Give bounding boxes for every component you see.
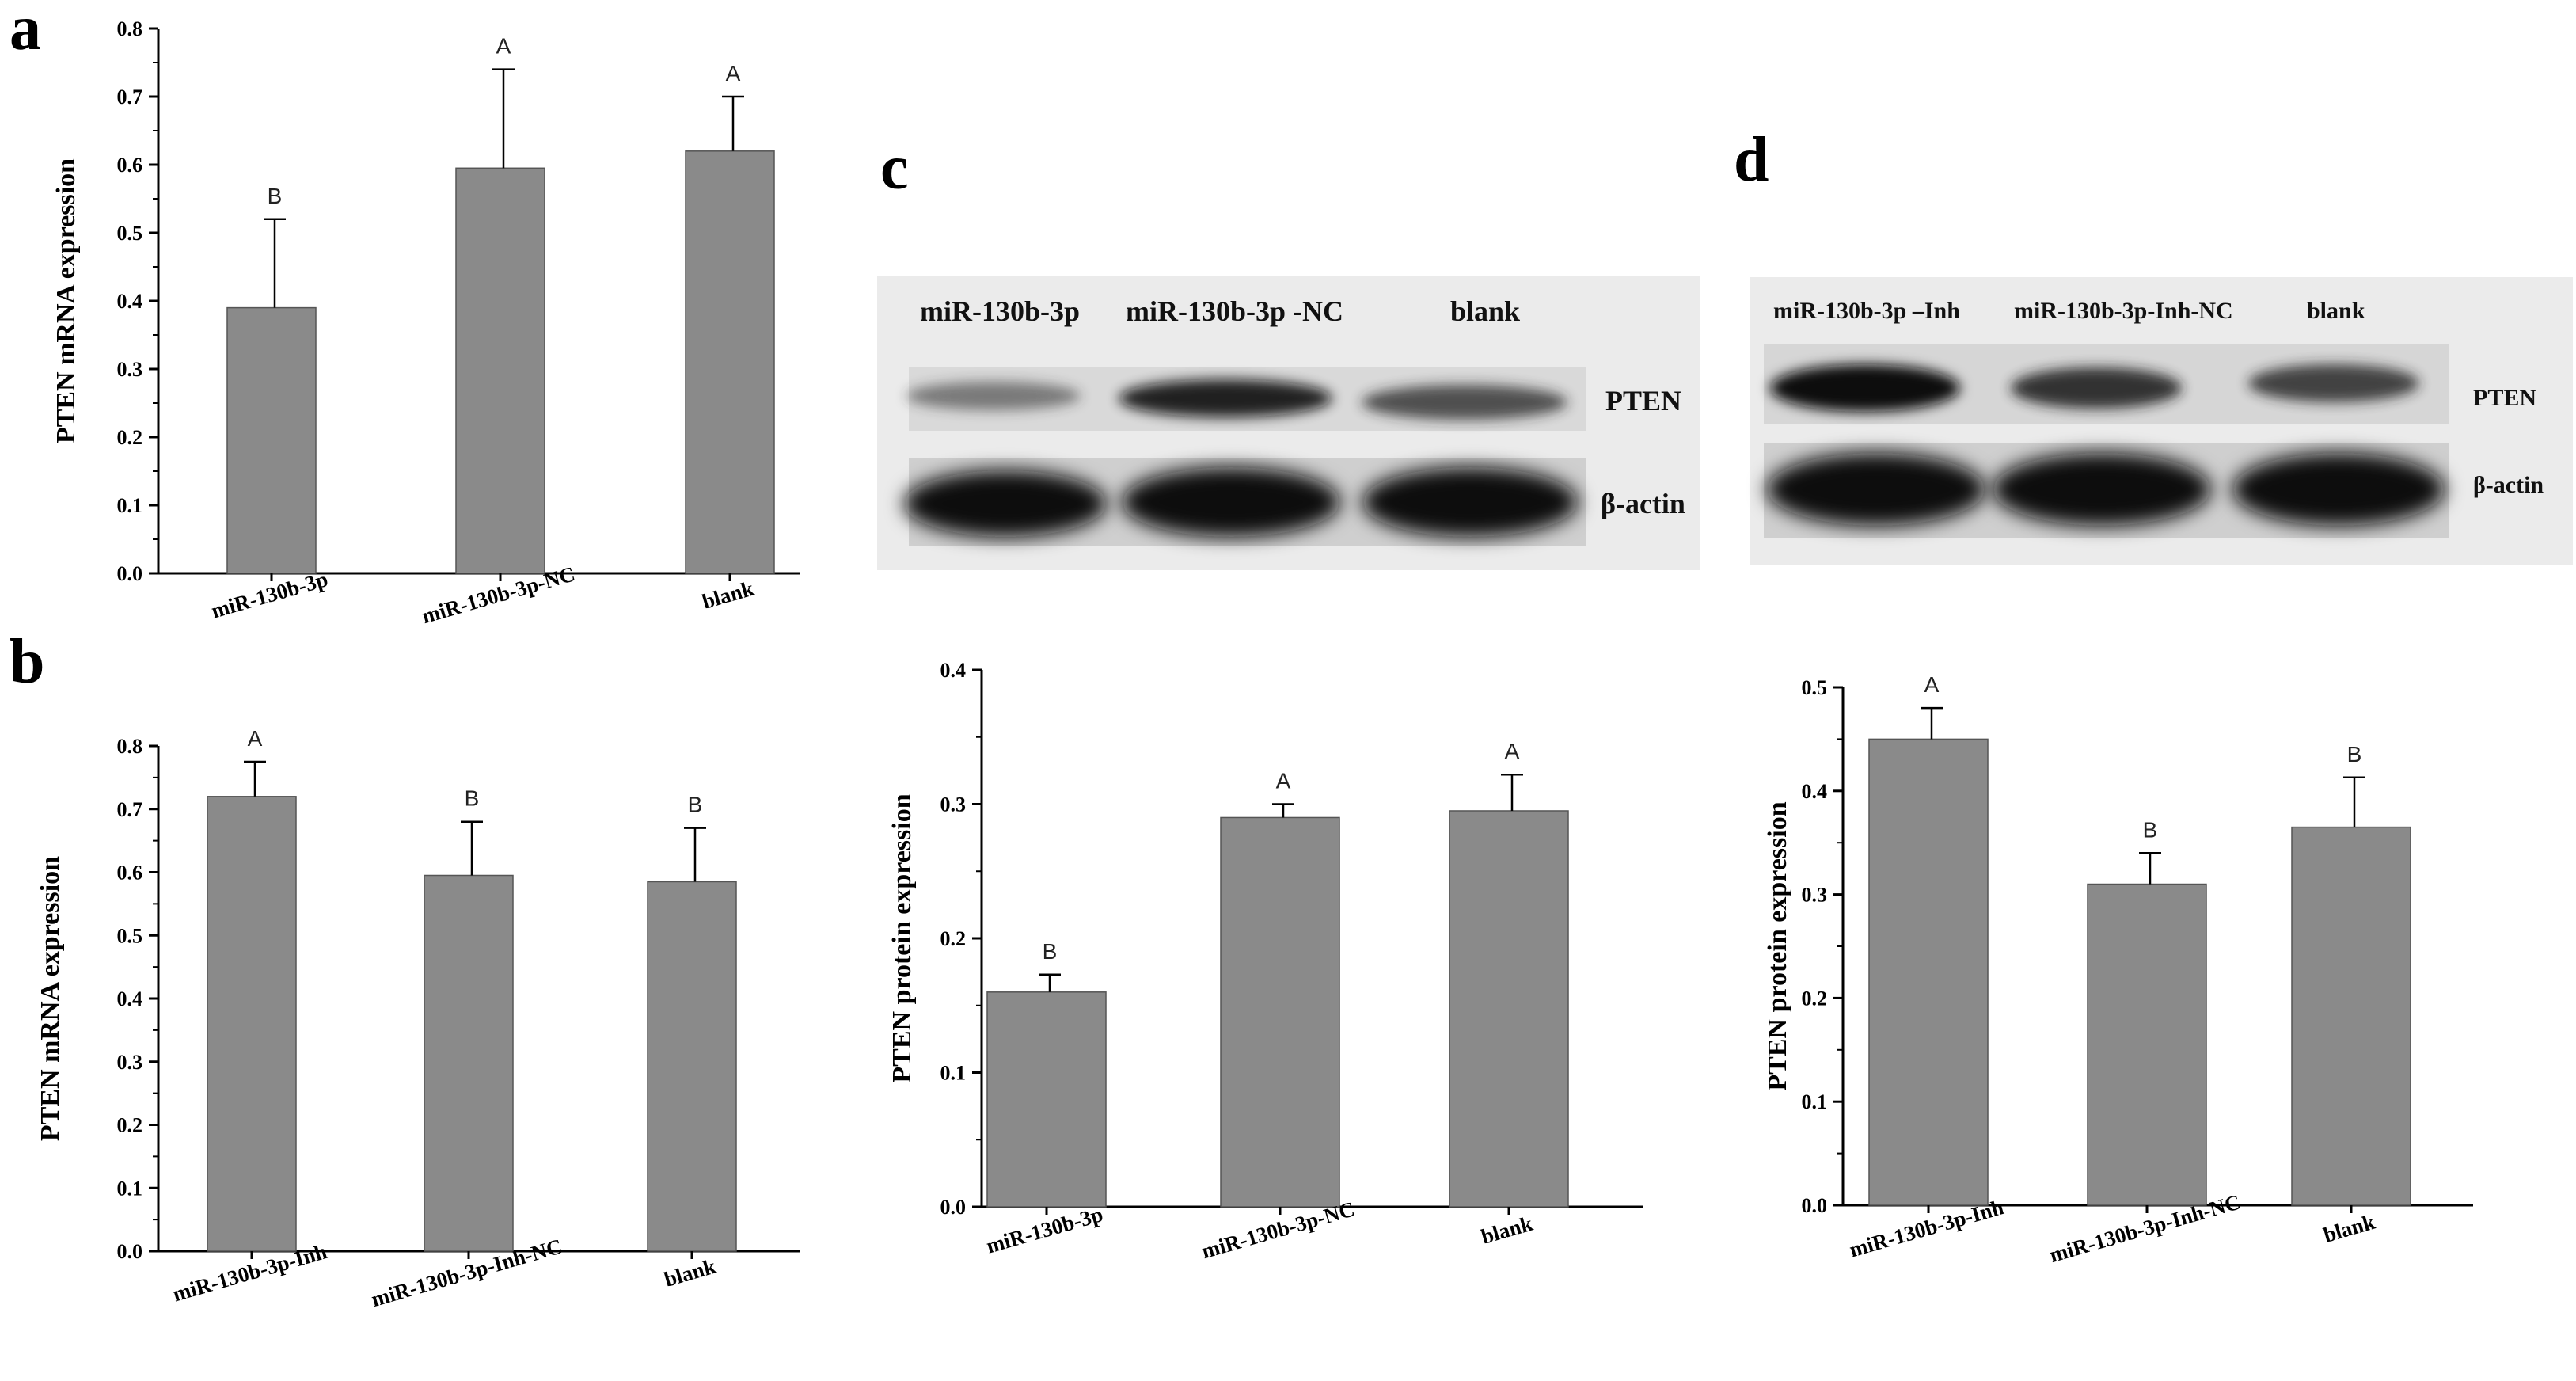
category-label: blank [700,576,757,614]
significance-label: A [726,61,741,86]
y-tick-label: 0.8 [117,735,143,758]
y-tick-label: 0.4 [117,987,143,1010]
blot-d-row-label-actin: β-actin [2473,472,2544,498]
blot-d-actin-band-1 [1767,453,1985,526]
panel-letter-b: b [9,627,45,697]
bar [647,881,737,1252]
y-tick-label: 0.5 [1802,676,1828,699]
y-tick-label: 0.0 [117,1240,143,1263]
significance-label: B [2347,742,2362,767]
blot-c-actin-band-2 [1122,467,1340,537]
significance-label: A [248,726,263,751]
chart-d: 0.0 0.1 0.2 0.3 0.4 0.5 PTEN protein expressio… [1763,672,2473,1267]
blot-d-lane-label-1: miR-130b-3p –Inh [1773,298,1960,324]
western-blot-d: miR-130b-3p –Inh miR-130b-3p-Inh-NC blan… [1750,277,2573,565]
category-label: blank [1479,1212,1536,1249]
significance-label: B [1043,939,1058,964]
bar [207,796,297,1252]
blot-c-row-label-actin: β-actin [1601,488,1685,519]
y-tick-label: 0.0 [940,1196,967,1219]
significance-label: A [1276,769,1291,793]
blot-c-lane-label-1: miR-130b-3p [920,295,1080,327]
blot-d-row-label-pten: PTEN [2473,385,2536,411]
y-tick-label: 0.6 [117,154,143,177]
y-axis-label: PTEN protein expression [1763,801,1792,1090]
significance-label: A [1505,739,1520,763]
bar [1868,738,1989,1206]
significance-label: B [465,786,480,811]
panel-letter-d: d [1734,125,1769,195]
blot-d-lane-label-2: miR-130b-3p-Inh-NC [2014,298,2233,324]
y-axis-label: PTEN protein expression [887,793,917,1082]
chart-a: 0.0 0.1 0.2 0.3 0.4 0.5 0.6 0.7 0.8 PTEN mRNA exp… [51,17,800,628]
panel-letter-c: c [880,133,909,203]
y-tick-label: 0.7 [117,798,143,821]
y-tick-label: 0.0 [1802,1194,1828,1217]
panel-letter-a: a [9,0,41,63]
bar [685,150,775,574]
blot-d-lane-label-3: blank [2307,298,2365,324]
y-tick-label: 0.3 [117,1051,143,1074]
blot-c-actin-band-1 [904,470,1107,537]
blot-c-lane-label-3: blank [1450,295,1520,327]
y-tick-label: 0.1 [1802,1090,1828,1113]
y-tick-label: 0.4 [117,290,143,313]
y-tick-label: 0.8 [117,17,143,40]
bar [2087,883,2207,1206]
blot-d-actin-band-2 [1993,453,2211,526]
significance-label: B [688,793,703,817]
y-tick-label: 0.0 [117,562,143,585]
y-tick-label: 0.5 [117,222,143,245]
blot-c-pten-band-1 [906,382,1081,410]
chart-b: 0.0 0.1 0.2 0.3 0.4 0.5 0.6 0.7 0.8 PTEN mRNA exp… [36,726,800,1311]
y-tick-label: 0.2 [940,927,967,950]
y-tick-label: 0.6 [117,862,143,885]
y-tick-label: 0.3 [117,358,143,381]
bar [1220,816,1340,1208]
significance-label: B [2143,817,2158,842]
y-tick-label: 0.3 [940,793,967,816]
y-tick-label: 0.2 [117,1114,143,1137]
y-tick-label: 0.7 [117,86,143,108]
category-label: miR-130b-3p [209,567,331,623]
significance-label: A [1924,672,1940,697]
significance-label: B [268,184,283,208]
category-label: miR-130b-3p [984,1202,1106,1258]
blot-c-pten-band-3 [1362,385,1567,420]
y-axis-label: PTEN mRNA expression [36,856,65,1141]
blot-c-row-label-pten: PTEN [1605,385,1681,417]
blot-d-pten-band-1 [1770,364,1960,412]
y-tick-label: 0.2 [117,426,143,449]
bar [226,306,317,574]
blot-c-actin-band-3 [1362,467,1578,537]
y-tick-label: 0.4 [1802,780,1828,803]
category-label: blank [662,1254,719,1292]
chart-c: 0.0 0.1 0.2 0.3 0.4 PTEN protein expression Bm… [887,659,1643,1263]
significance-label: A [496,34,511,59]
blot-c-pten-band-2 [1119,379,1332,417]
y-axis-label: PTEN mRNA expression [51,158,81,443]
y-tick-label: 0.1 [117,494,143,517]
y-tick-label: 0.3 [1802,884,1828,907]
blot-d-pten-band-3 [2248,364,2419,402]
bar [986,991,1107,1208]
bar [424,874,514,1252]
western-blot-c: miR-130b-3p miR-130b-3p -NC blank PTEN β… [877,276,1700,570]
category-label: blank [2321,1210,2378,1247]
blot-d-pten-band-2 [2011,367,2182,409]
y-tick-label: 0.2 [1802,987,1828,1010]
blot-d-actin-band-3 [2232,453,2445,526]
y-tick-label: 0.1 [117,1177,143,1200]
y-tick-label: 0.1 [940,1062,967,1085]
blot-c-lane-label-2: miR-130b-3p -NC [1126,295,1343,327]
bar [2291,826,2411,1206]
y-tick-label: 0.4 [940,659,967,682]
bar [455,167,545,574]
y-tick-label: 0.5 [117,924,143,947]
bar [1449,810,1569,1208]
